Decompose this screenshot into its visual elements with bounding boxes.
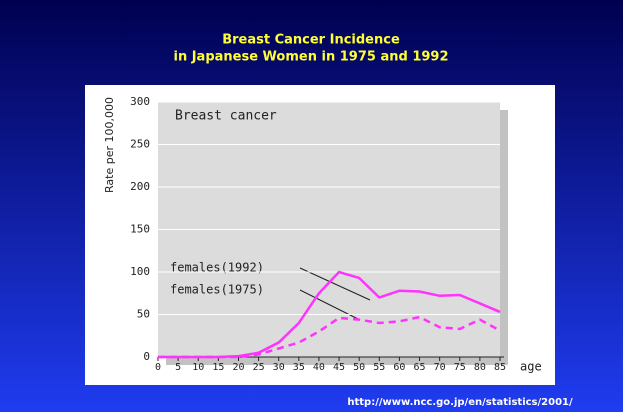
x-tick-label: 70 bbox=[434, 362, 446, 373]
x-tick-label: 40 bbox=[313, 362, 325, 373]
y-tick-label: 0 bbox=[143, 350, 150, 363]
y-tick-label: 200 bbox=[130, 180, 150, 193]
slide-title: Breast Cancer Incidence bbox=[222, 33, 400, 48]
x-tick-label: 75 bbox=[454, 362, 466, 373]
x-tick-label: 50 bbox=[353, 362, 365, 373]
x-tick-label: 5 bbox=[175, 362, 181, 373]
y-tick-label: 150 bbox=[130, 223, 150, 236]
source: http://www.ncc.go.jp/en/statistics/2001/ bbox=[347, 397, 573, 408]
x-tick-label: 45 bbox=[333, 362, 345, 373]
series-label: females(1975) bbox=[170, 283, 264, 297]
x-tick-label: 65 bbox=[414, 362, 426, 373]
x-tick-label: 20 bbox=[232, 362, 244, 373]
x-tick-label: 0 bbox=[155, 362, 161, 373]
y-tick-label: 50 bbox=[137, 308, 150, 321]
series-label: females(1992) bbox=[170, 261, 264, 275]
slide-subtitle: in Japanese Women in 1975 and 1992 bbox=[173, 50, 448, 65]
x-tick-label: 60 bbox=[393, 362, 405, 373]
leader-line bbox=[299, 267, 371, 301]
x-tick-label: 80 bbox=[474, 362, 486, 373]
x-tick-label: 35 bbox=[293, 362, 305, 373]
x-tick-label: 55 bbox=[373, 362, 385, 373]
x-tick-label: 85 bbox=[494, 362, 506, 373]
x-axis-label: age bbox=[520, 360, 542, 374]
panel-title: Breast cancer bbox=[175, 109, 277, 124]
y-tick-label: 100 bbox=[130, 265, 150, 278]
x-tick-label: 10 bbox=[192, 362, 204, 373]
x-tick-label: 25 bbox=[253, 362, 265, 373]
x-tick-label: 30 bbox=[273, 362, 285, 373]
y-axis-label: Rate per 100,000 bbox=[103, 97, 116, 193]
y-tick-label: 250 bbox=[130, 138, 150, 151]
x-tick-label: 15 bbox=[212, 362, 224, 373]
data-line bbox=[158, 270, 501, 359]
y-tick-label: 300 bbox=[130, 95, 150, 108]
